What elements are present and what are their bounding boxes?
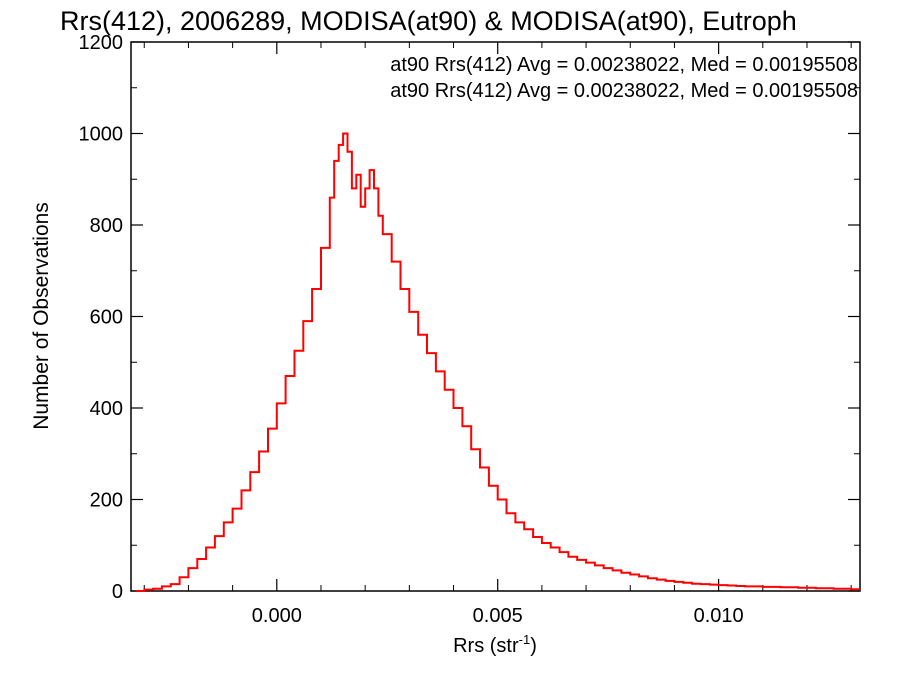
- y-tick-label: 800: [90, 215, 123, 237]
- x-tick-label: 0.010: [694, 605, 744, 627]
- stats-annotation-red: at90 Rrs(412) Avg = 0.00238022, Med = 0.…: [390, 80, 858, 102]
- x-tick-label: 0.000: [252, 605, 302, 627]
- y-tick-label: 0: [112, 581, 123, 603]
- x-axis-label-superscript: -1: [519, 632, 531, 647]
- y-tick-label: 400: [90, 398, 123, 420]
- x-axis-label-close: ): [530, 635, 537, 657]
- y-tick-label: 200: [90, 490, 123, 512]
- y-axis-label: Number of Observations: [30, 202, 53, 430]
- x-axis-label-main: Rrs (str: [453, 635, 519, 657]
- x-axis-label: Rrs (str-1): [453, 632, 537, 657]
- y-tick-label: 600: [90, 307, 123, 329]
- histogram-series-line: [135, 132, 860, 592]
- stats-annotation-black: at90 Rrs(412) Avg = 0.00238022, Med = 0.…: [390, 54, 858, 76]
- data-series: [135, 132, 860, 592]
- axis-ticks: 0 200 400 600 800 1000 1200 0.000 0.005 0.010: [79, 32, 860, 627]
- y-tick-label: 1000: [79, 124, 124, 146]
- x-tick-label: 0.005: [473, 605, 523, 627]
- y-tick-label: 1200: [79, 32, 124, 54]
- chart-title: Rrs(412), 2006289, MODISA(at90) & MODISA…: [60, 6, 797, 36]
